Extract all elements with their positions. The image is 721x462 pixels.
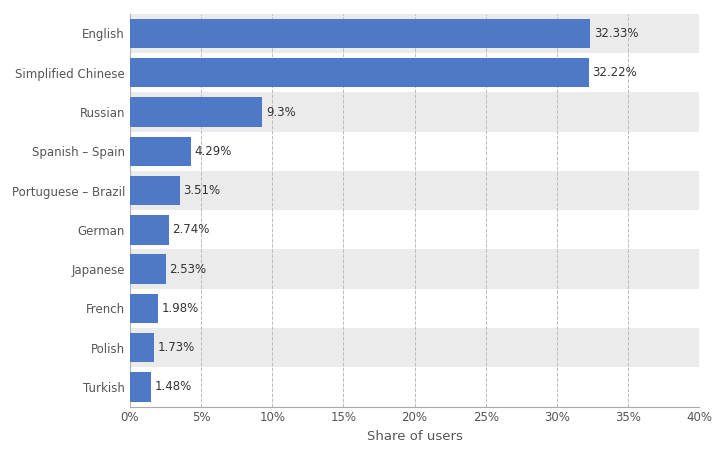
Text: 1.48%: 1.48%: [154, 380, 192, 394]
Bar: [130, 328, 699, 367]
Bar: [130, 372, 151, 401]
Text: 2.74%: 2.74%: [172, 223, 210, 237]
Bar: [130, 97, 262, 127]
Bar: [130, 53, 699, 92]
Bar: [130, 210, 699, 249]
Bar: [130, 19, 590, 48]
Text: 32.22%: 32.22%: [592, 66, 637, 79]
Text: 4.29%: 4.29%: [195, 145, 232, 158]
Bar: [130, 255, 166, 284]
Bar: [130, 58, 588, 87]
Bar: [130, 333, 154, 362]
Bar: [130, 367, 699, 407]
Bar: [130, 176, 180, 205]
Text: 1.98%: 1.98%: [162, 302, 199, 315]
Bar: [130, 137, 191, 166]
Bar: [130, 289, 699, 328]
Text: 1.73%: 1.73%: [158, 341, 195, 354]
Bar: [130, 249, 699, 289]
Bar: [130, 92, 699, 132]
X-axis label: Share of users: Share of users: [367, 430, 462, 443]
Text: 9.3%: 9.3%: [266, 105, 296, 119]
Bar: [130, 294, 158, 323]
Text: 32.33%: 32.33%: [593, 27, 638, 40]
Text: 3.51%: 3.51%: [183, 184, 221, 197]
Text: 2.53%: 2.53%: [169, 262, 206, 276]
Bar: [130, 14, 699, 53]
Bar: [130, 132, 699, 171]
Bar: [130, 215, 169, 244]
Bar: [130, 171, 699, 210]
